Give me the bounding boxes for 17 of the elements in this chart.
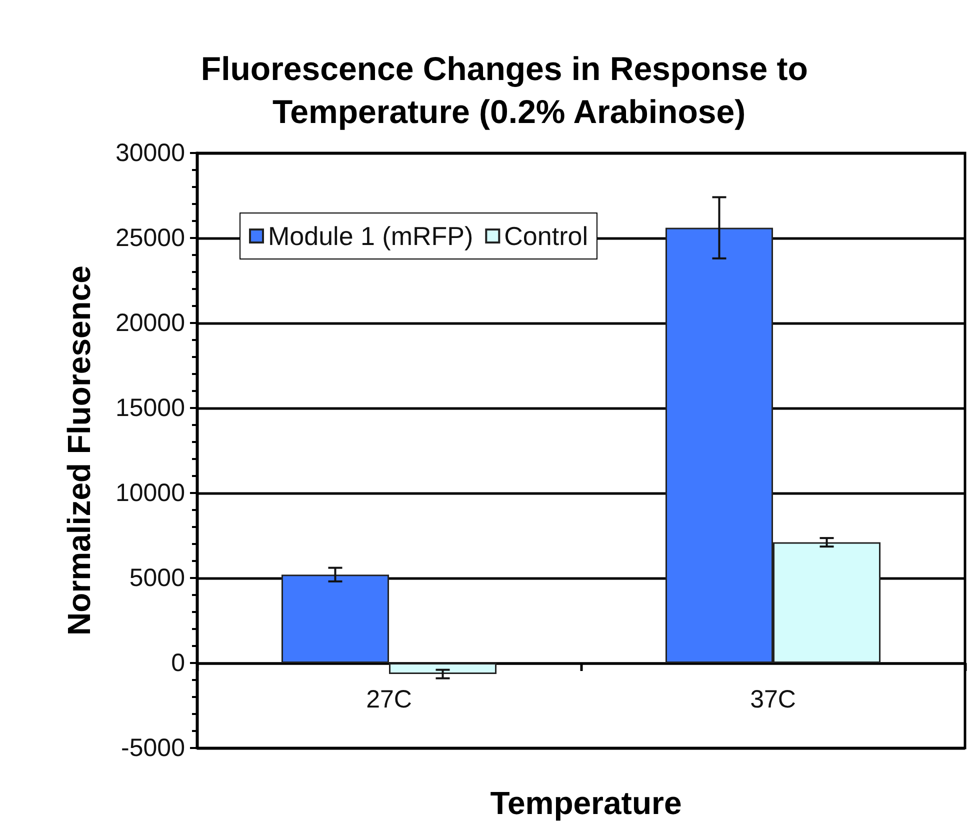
- bar: [281, 574, 389, 663]
- y-axis-title: Normalized Fluoresence: [61, 266, 97, 636]
- bar: [389, 663, 497, 674]
- chart-title: Fluorescence Changes in Response to Temperature (0.2% Arabinose): [200, 50, 818, 130]
- y-tick-label: 5000: [129, 564, 185, 592]
- y-tick-label: 20000: [115, 309, 185, 337]
- y-tick-label: 30000: [115, 139, 185, 167]
- y-tick-label: 0: [171, 649, 185, 677]
- y-tick-label: 10000: [115, 479, 185, 507]
- legend-label: Control: [504, 221, 588, 251]
- y-tick-label: 15000: [115, 394, 185, 422]
- x-tick-label: 27C: [366, 686, 412, 714]
- y-tick-label: -5000: [121, 734, 185, 762]
- x-tick-label: 37C: [750, 686, 796, 714]
- x-axis-title: Temperature: [490, 785, 682, 821]
- legend-label: Module 1 (mRFP): [268, 221, 474, 251]
- y-tick-label: 25000: [115, 224, 185, 252]
